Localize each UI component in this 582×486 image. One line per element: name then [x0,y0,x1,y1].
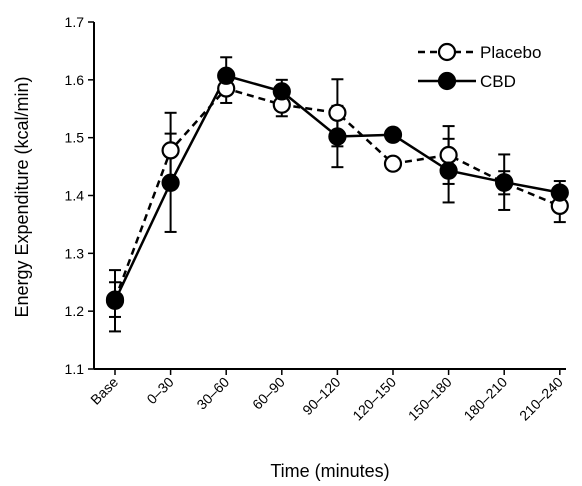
placebo-point [161,141,180,160]
y-tick-label: 1.6 [65,72,85,88]
legend-item-placebo: Placebo [418,42,541,62]
cbd-point [328,127,347,146]
y-tick-label: 1.5 [65,130,85,146]
legend-item-cbd: CBD [418,71,516,91]
y-tick-label: 1.4 [65,188,85,204]
placebo-point [439,145,458,165]
x-tick-label: 60–90 [249,374,288,413]
x-tick-label: 180–210 [460,374,510,424]
y-tick-label: 1.3 [65,245,85,261]
y-tick-label: 1.7 [65,14,85,30]
cbd-point [550,183,569,202]
x-axis-title: Time (minutes) [270,461,389,481]
legend-cbd-marker [437,71,457,91]
y-tick-label: 1.2 [65,303,85,319]
placebo-point [328,103,347,122]
x-tick-label: 30–60 [193,374,232,413]
cbd-point [217,66,236,85]
cbd-point [272,82,291,101]
y-axis-title: Energy Expenditure (kcal/min) [12,76,32,317]
y-tick-label: 1.1 [65,361,85,377]
legend-placebo-marker [437,42,457,62]
legend: Placebo CBD [418,42,541,91]
x-tick-label: 90–120 [299,374,343,418]
x-tick-label: 0–30 [143,374,176,407]
x-tick-label: 150–180 [405,374,455,424]
cbd-point [105,291,125,310]
x-tick-label: 120–150 [349,374,399,424]
cbd-point [495,173,514,192]
cbd-point [161,173,180,192]
cbd-point [383,125,403,144]
x-tick-label: Base [87,374,121,408]
legend-cbd-label: CBD [480,72,516,91]
x-tick-label: 210–240 [516,374,566,424]
legend-placebo-label: Placebo [480,43,541,62]
placebo-point [383,154,403,173]
series-layer [105,56,569,333]
placebo-line [113,87,561,301]
cbd-point [439,161,458,180]
